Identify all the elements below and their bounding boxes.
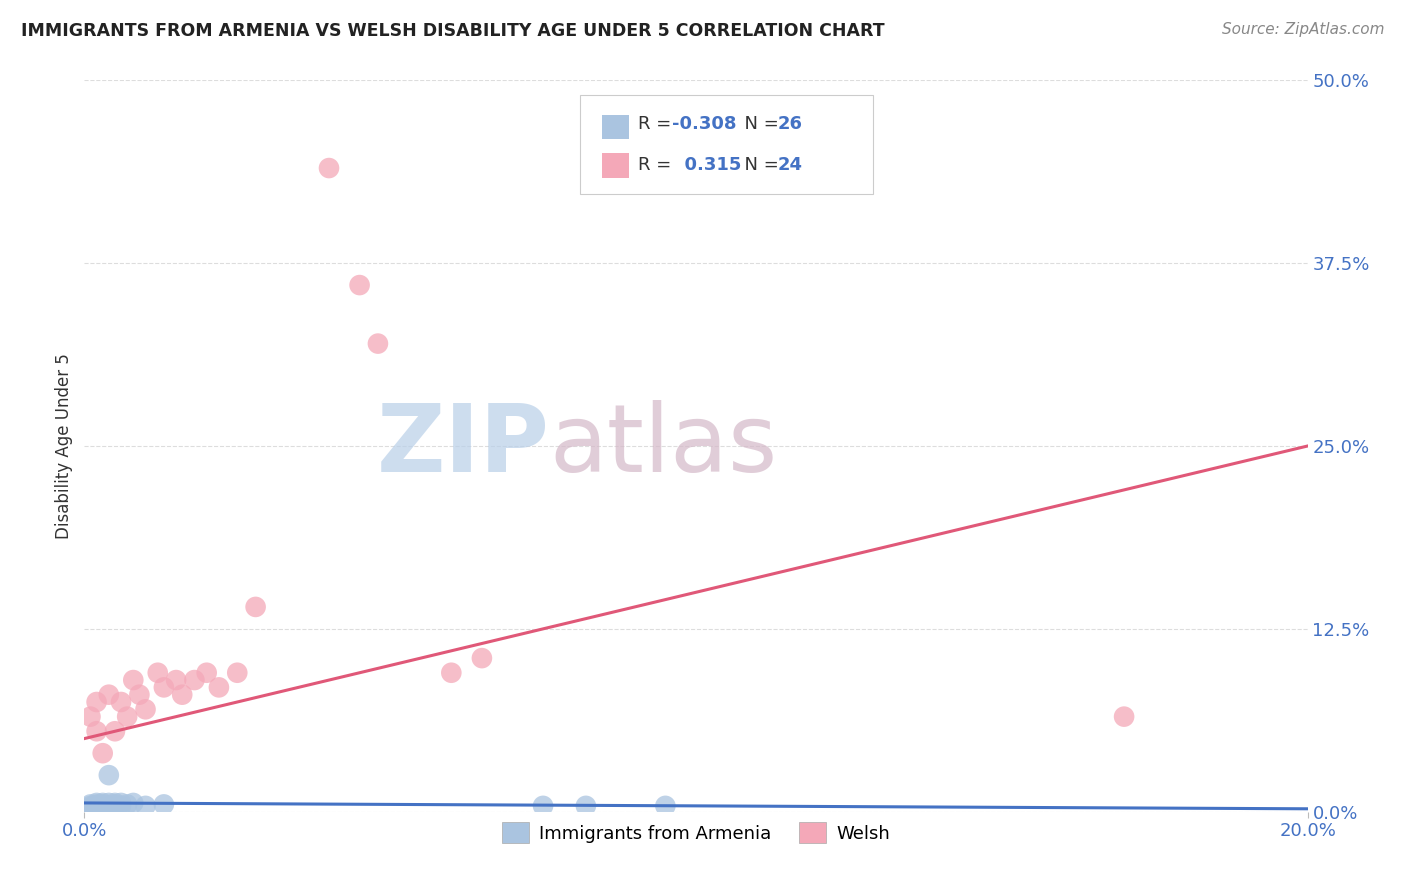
Point	[104, 798, 127, 813]
Point	[146, 665, 169, 680]
Legend: Immigrants from Armenia, Welsh: Immigrants from Armenia, Welsh	[495, 815, 897, 850]
Text: 26: 26	[778, 115, 803, 133]
Point	[440, 665, 463, 680]
Point	[226, 665, 249, 680]
FancyBboxPatch shape	[579, 95, 873, 194]
Point	[79, 800, 101, 814]
Text: 24: 24	[778, 156, 803, 174]
Point	[86, 724, 108, 739]
Point	[318, 161, 340, 175]
Text: Source: ZipAtlas.com: Source: ZipAtlas.com	[1222, 22, 1385, 37]
Text: atlas: atlas	[550, 400, 778, 492]
Text: R =: R =	[638, 115, 678, 133]
Point	[97, 768, 120, 782]
Point	[110, 695, 132, 709]
Point	[104, 797, 127, 812]
Point	[153, 681, 176, 695]
Point	[86, 796, 108, 810]
Point	[208, 681, 231, 695]
Point	[367, 336, 389, 351]
Point	[115, 797, 138, 812]
Point	[122, 796, 145, 810]
Point	[86, 797, 108, 812]
Point	[654, 798, 676, 813]
Point	[104, 796, 127, 810]
Y-axis label: Disability Age Under 5: Disability Age Under 5	[55, 353, 73, 539]
Point	[86, 800, 108, 814]
FancyBboxPatch shape	[602, 153, 628, 178]
Point	[79, 798, 101, 813]
Point	[86, 798, 108, 813]
Point	[128, 688, 150, 702]
Point	[79, 709, 101, 723]
Point	[135, 798, 157, 813]
Point	[575, 798, 598, 813]
Point	[91, 796, 114, 810]
Point	[1114, 709, 1136, 723]
Point	[91, 800, 114, 814]
Point	[91, 797, 114, 812]
Point	[110, 796, 132, 810]
Point	[183, 673, 205, 687]
Point	[115, 709, 138, 723]
Point	[531, 798, 554, 813]
Point	[165, 673, 187, 687]
Point	[135, 702, 157, 716]
Point	[245, 599, 267, 614]
Point	[110, 798, 132, 813]
Text: N =: N =	[733, 156, 785, 174]
Text: IMMIGRANTS FROM ARMENIA VS WELSH DISABILITY AGE UNDER 5 CORRELATION CHART: IMMIGRANTS FROM ARMENIA VS WELSH DISABIL…	[21, 22, 884, 40]
Text: 0.315: 0.315	[672, 156, 741, 174]
Point	[97, 688, 120, 702]
Point	[97, 800, 120, 814]
Point	[195, 665, 218, 680]
Point	[86, 695, 108, 709]
Point	[349, 278, 371, 293]
Point	[104, 724, 127, 739]
Text: R =: R =	[638, 156, 678, 174]
Point	[172, 688, 194, 702]
Text: -0.308: -0.308	[672, 115, 735, 133]
Point	[153, 797, 176, 812]
Point	[471, 651, 494, 665]
Text: ZIP: ZIP	[377, 400, 550, 492]
Point	[79, 797, 101, 812]
Point	[91, 746, 114, 760]
Text: N =: N =	[733, 115, 785, 133]
FancyBboxPatch shape	[602, 115, 628, 139]
Point	[97, 798, 120, 813]
Point	[122, 673, 145, 687]
Point	[97, 796, 120, 810]
